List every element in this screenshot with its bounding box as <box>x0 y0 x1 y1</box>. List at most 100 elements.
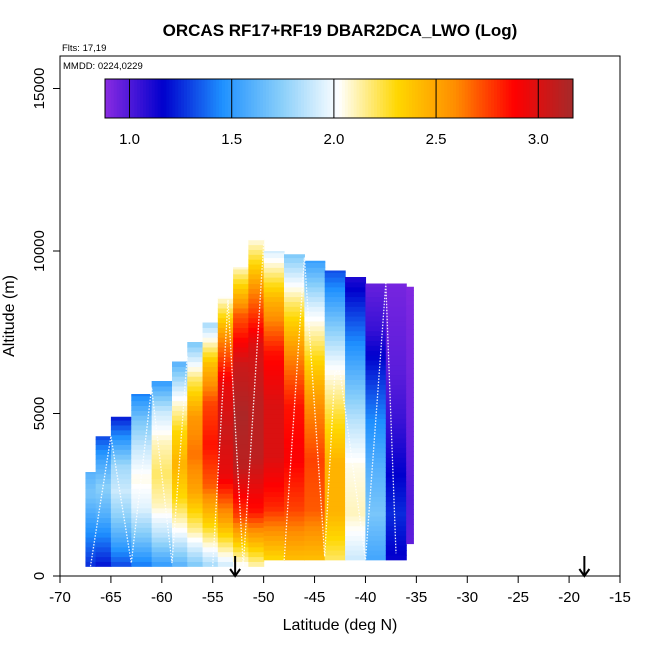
heatmap-cell <box>151 561 173 567</box>
heatmap-cell <box>304 286 326 293</box>
heatmap-cell <box>284 550 305 556</box>
heatmap-cell <box>365 296 387 302</box>
heatmap-cell <box>248 376 265 382</box>
heatmap-cell <box>202 424 219 431</box>
heatmap-cell <box>345 364 367 371</box>
heatmap-cell <box>233 493 249 499</box>
heatmap-cell <box>248 332 265 338</box>
heatmap-cell <box>324 320 346 327</box>
heatmap-cell <box>304 437 326 444</box>
heatmap-cell <box>304 384 326 390</box>
heatmap-cell <box>202 522 219 528</box>
heatmap-cell <box>263 325 285 332</box>
colorbar-segment <box>491 79 495 118</box>
heatmap-cell <box>95 517 112 523</box>
heatmap-cell <box>233 473 249 480</box>
colorbar-segment <box>321 79 325 118</box>
heatmap-cell <box>233 517 249 523</box>
heatmap-cell <box>172 468 188 475</box>
heatmap-cell <box>345 335 367 341</box>
heatmap-cell <box>324 291 346 298</box>
heatmap-cell <box>385 418 407 424</box>
heatmap-cell <box>202 439 219 445</box>
heatmap-cell <box>385 340 407 346</box>
colorbar-segment <box>289 79 293 118</box>
heatmap-cell <box>324 316 346 322</box>
heatmap-cell <box>385 457 407 463</box>
heatmap-cell <box>284 316 305 322</box>
heatmap-cell <box>202 444 219 450</box>
heatmap-cell <box>345 530 367 536</box>
heatmap-cell <box>110 556 132 562</box>
colorbar-segment <box>409 79 413 118</box>
heatmap-cell <box>217 561 234 567</box>
heatmap-cell <box>345 442 367 449</box>
heatmap-cell <box>284 433 305 439</box>
colorbar-segment <box>131 79 135 118</box>
heatmap-cell <box>406 524 414 530</box>
heatmap-cell <box>248 405 265 411</box>
heatmap-cell <box>95 502 112 509</box>
heatmap-cell <box>406 382 414 389</box>
heatmap-cell <box>345 408 367 415</box>
heatmap-cell <box>95 439 112 445</box>
heatmap-cell <box>406 387 414 393</box>
heatmap-cell <box>248 444 265 450</box>
heatmap-cell <box>217 517 234 523</box>
heatmap-cell <box>365 452 387 458</box>
heatmap-cell <box>385 374 407 380</box>
heatmap-cell <box>284 476 305 483</box>
heatmap-cell <box>345 535 367 541</box>
colorbar-segment <box>324 79 328 118</box>
colorbar-segment <box>496 79 501 118</box>
heatmap-cell <box>151 390 173 397</box>
heatmap-cell <box>263 511 285 517</box>
heatmap-cell <box>385 481 407 488</box>
heatmap-cell <box>248 327 265 333</box>
heatmap-cell <box>406 441 414 447</box>
heatmap-cell <box>284 301 305 307</box>
heatmap-cell <box>217 303 234 309</box>
y-axis: 0 5000 10000 15000 <box>31 68 60 580</box>
heatmap-cell <box>172 381 188 387</box>
heatmap-cell <box>263 447 285 454</box>
heatmap-cell <box>187 351 204 358</box>
heatmap-cell <box>85 541 97 548</box>
heatmap-cell <box>202 346 219 353</box>
heatmap-cell <box>187 468 204 475</box>
heatmap-cell <box>131 478 153 484</box>
colorbar-segment <box>441 79 445 118</box>
heatmap-cell <box>345 345 367 351</box>
colorbar-segment <box>388 79 393 118</box>
heatmap-cell <box>365 501 387 507</box>
x-tick-label: -70 <box>49 589 71 606</box>
heatmap-cell <box>406 504 414 510</box>
heatmap-cell <box>85 478 97 484</box>
heatmap-cell <box>385 447 407 454</box>
heatmap-cell <box>304 379 326 385</box>
heatmap-cell <box>263 257 285 263</box>
heatmap-cell <box>85 561 97 567</box>
heatmap-cell <box>248 541 265 548</box>
heatmap-cell <box>324 501 346 507</box>
heatmap-cell <box>324 340 346 346</box>
heatmap-cell <box>85 556 97 562</box>
heatmap-cell <box>284 257 305 263</box>
heatmap-cell <box>284 369 305 376</box>
heatmap-cell <box>406 436 414 442</box>
colorbar-segment <box>429 79 434 118</box>
heatmap-cell <box>385 520 407 527</box>
heatmap-cell <box>406 309 414 315</box>
heatmap-cell <box>324 462 346 468</box>
heatmap-cell <box>202 468 219 475</box>
heatmap-cell <box>248 522 265 528</box>
colorbar-segment <box>362 79 366 118</box>
colorbar-segment <box>435 79 439 118</box>
heatmap-cell <box>248 312 265 319</box>
heatmap-cell <box>263 252 285 259</box>
heatmap-cell <box>217 317 234 324</box>
heatmap-cell <box>110 420 132 426</box>
heatmap-cell <box>385 330 407 337</box>
heatmap-cell <box>345 320 367 327</box>
heatmap-cell <box>406 460 414 467</box>
